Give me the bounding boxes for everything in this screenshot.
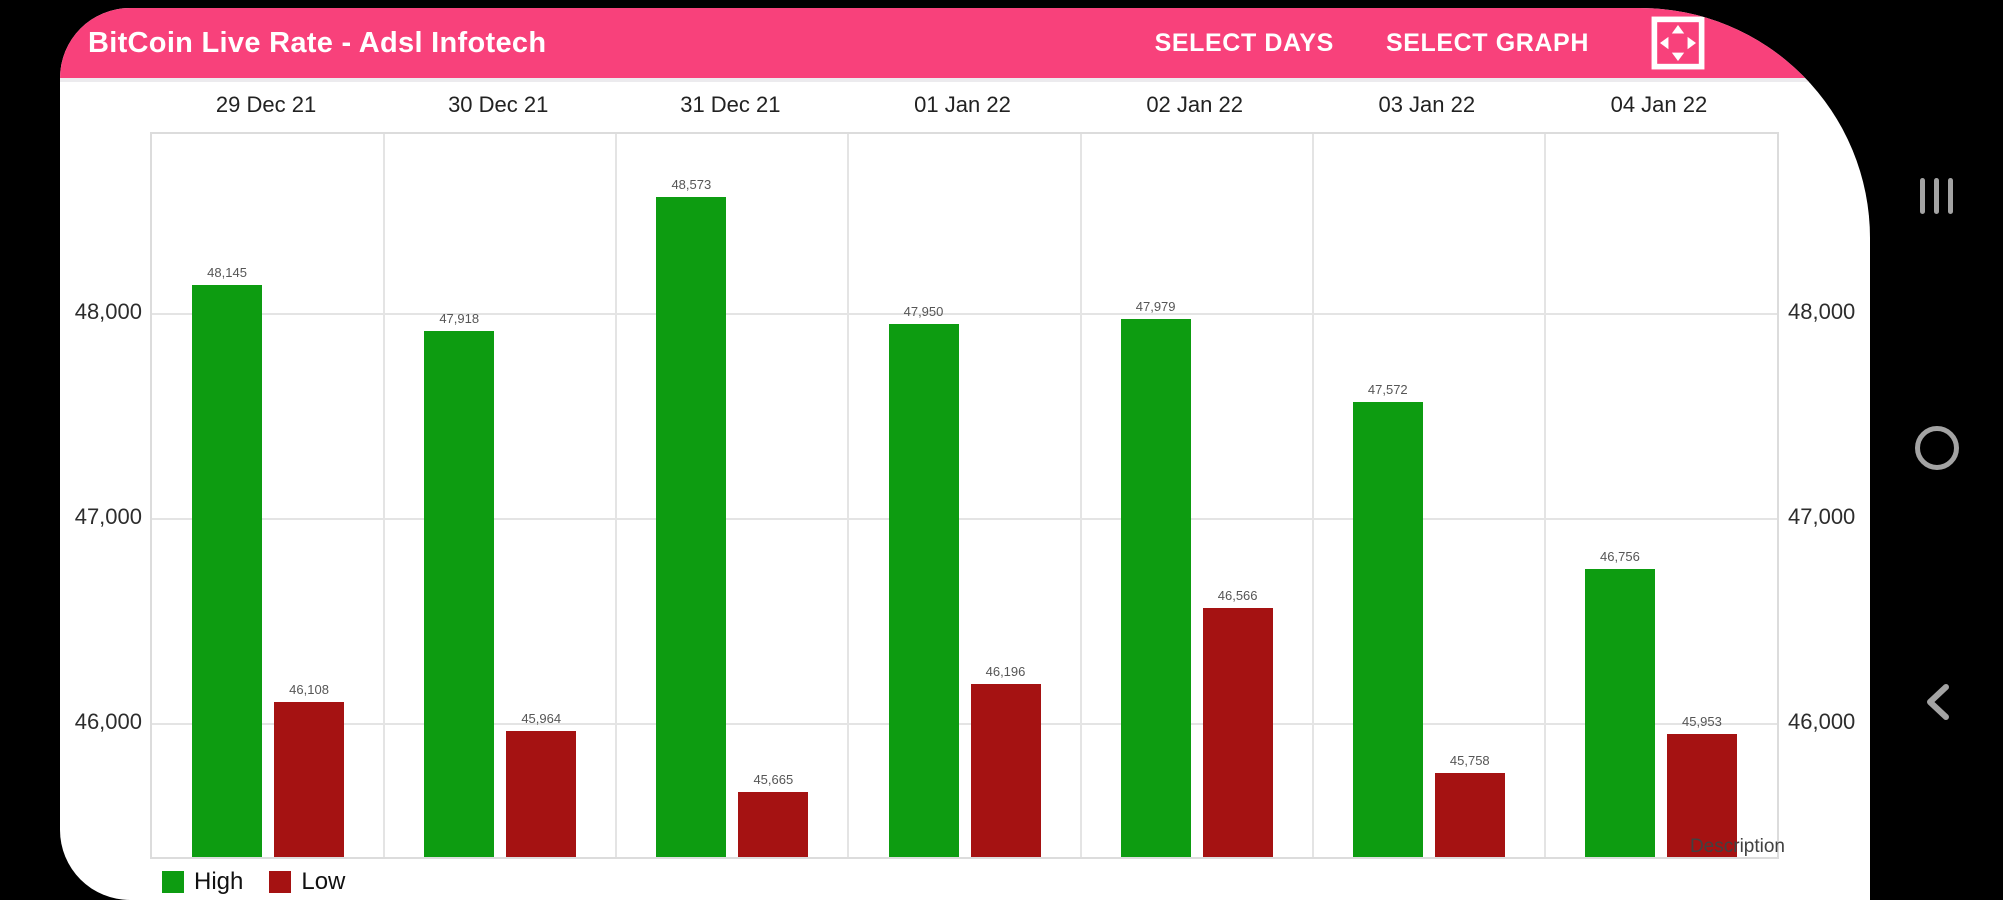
bar-value-label: 46,196 [985,663,1026,679]
high-bar [888,324,959,857]
low-bar [1666,733,1737,857]
column-gridline [847,134,850,857]
date-label: 30 Dec 21 [448,92,549,117]
value-gridline [152,313,1777,316]
select-graph-button[interactable]: SELECT GRAPH [1385,28,1589,57]
bar-value-label: 48,573 [671,176,712,192]
y-axis-label-left: 47,000 [74,504,142,530]
select-days-button[interactable]: SELECT DAYS [1154,28,1334,57]
legend-item: Low [269,868,345,896]
column-gridline [1311,134,1314,857]
high-bar [1120,318,1191,857]
bar-value-label: 47,918 [439,311,480,327]
value-gridline [152,518,1777,521]
bar-value-label: 45,758 [1449,753,1490,769]
high-bar [656,196,727,857]
app-bar: BitCoin Live Rate - Adsl Infotech SELECT… [60,8,1870,82]
bar-value-label: 46,756 [1600,549,1640,565]
bar-value-label: 47,979 [1135,298,1176,314]
column-gridline [615,134,618,857]
date-label: 04 Jan 22 [1610,92,1708,117]
low-bar [970,683,1041,857]
dates-row: 29 Dec 21 30 Dec 21 31 Dec 21 01 Jan 22 02 J… [150,92,1775,124]
value-gridline [152,722,1777,725]
bar-value-label: 46,108 [289,681,329,697]
high-bar [1584,569,1655,857]
plot-area: 48,145 47,918 48,573 47,950 47,979 47,572 46,7… [150,132,1779,859]
low-bar [274,701,345,857]
device-screen: BitCoin Live Rate - Adsl Infotech SELECT… [60,8,1870,900]
description-label: Description [1689,836,1785,857]
bar-value-label: 45,964 [521,711,562,727]
bar-value-label: 45,953 [1682,713,1722,729]
home-icon[interactable] [1914,426,1959,470]
date-label: 02 Jan 22 [1146,92,1243,117]
legend-name: Low [301,868,346,895]
y-axis-label-left: 46,000 [74,708,142,734]
recents-icon[interactable] [1920,178,1953,214]
y-axis-label-right: 46,000 [1788,708,1856,734]
y-axis-label-right: 47,000 [1788,504,1856,530]
app-title: BitCoin Live Rate - Adsl Infotech [88,26,547,59]
column-gridline [1543,134,1546,857]
high-bar [424,331,495,857]
date-label: 31 Dec 21 [680,92,781,117]
date-label: 03 Jan 22 [1378,92,1476,117]
app-bar-menu: SELECT DAYS SELECT GRAPH [1155,16,1705,70]
bar-value-label: 47,950 [903,304,944,320]
back-icon[interactable] [1922,682,1952,722]
high-bar [192,284,263,857]
y-axis-label-left: 48,000 [74,299,142,325]
bar-value-label: 46,566 [1217,587,1258,603]
bar-value-label: 48,145 [207,264,247,280]
bar-value-label: 47,572 [1367,381,1408,397]
low-bar [506,731,577,857]
low-bar [1202,607,1273,857]
date-label: 01 Jan 22 [914,92,1011,117]
y-axis-label-right: 48,000 [1788,299,1856,325]
legend: High Low [162,868,345,896]
low-bar [1434,773,1505,857]
legend-item: High [162,868,243,896]
legend-swatch-low [269,871,292,893]
legend-name: High [194,868,244,895]
android-nav-bar [1870,0,2003,900]
low-bar [738,792,809,857]
fullscreen-arrows-icon[interactable] [1651,16,1705,70]
column-gridline [383,134,386,857]
column-gridline [1079,134,1082,857]
date-label: 29 Dec 21 [215,92,317,117]
bar-value-label: 45,665 [753,772,794,788]
high-bar [1352,401,1423,857]
legend-swatch-high [162,871,184,893]
